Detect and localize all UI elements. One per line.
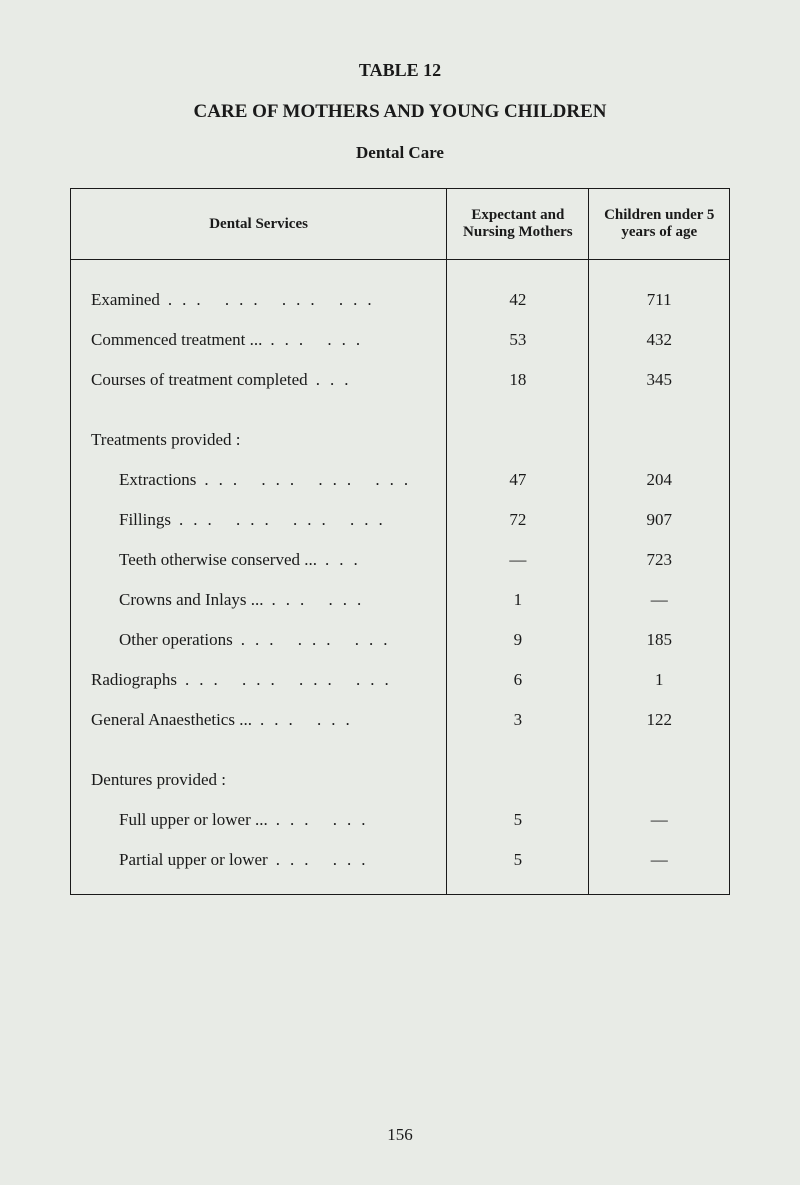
leader-dots: ... ...: [276, 850, 418, 870]
col-header-mothers: Expectant and Nursing Mothers: [447, 189, 589, 260]
children-cell: 907: [589, 500, 730, 540]
children-cell: 345: [589, 360, 730, 400]
section-row: Dentures provided :: [71, 760, 730, 800]
children-cell: 1: [589, 660, 730, 700]
leader-dots: ... ... ... ...: [179, 510, 418, 530]
children-cell: 711: [589, 280, 730, 320]
spacer: [71, 880, 730, 895]
children-cell: 185: [589, 620, 730, 660]
mothers-cell: 5: [447, 840, 589, 880]
service-cell: Crowns and Inlays ... ... ...: [71, 580, 447, 620]
service-cell: General Anaesthetics ... ... ...: [71, 700, 447, 740]
row-label: Radiographs: [91, 670, 177, 690]
main-title: CARE OF MOTHERS AND YOUNG CHILDREN: [70, 101, 730, 123]
row-label: Fillings: [119, 510, 171, 530]
children-cell: 723: [589, 540, 730, 580]
row-label: Courses of treatment completed: [91, 370, 308, 390]
leader-dots: ...: [316, 370, 418, 390]
table-row: Courses of treatment completed...18345: [71, 360, 730, 400]
mothers-cell: —: [447, 540, 589, 580]
leader-dots: ...: [325, 550, 418, 570]
table-number: TABLE 12: [70, 60, 730, 81]
dental-care-table: Dental Services Expectant and Nursing Mo…: [70, 188, 730, 895]
row-label: Teeth otherwise conserved ...: [119, 550, 317, 570]
leader-dots: ... ...: [260, 710, 418, 730]
table-row: Fillings ... ... ... ... 72907: [71, 500, 730, 540]
row-label: Extractions: [119, 470, 196, 490]
row-label: Full upper or lower ...: [119, 810, 268, 830]
table-row: Full upper or lower ... ... ... 5—: [71, 800, 730, 840]
mothers-cell: 6: [447, 660, 589, 700]
mothers-cell: 18: [447, 360, 589, 400]
spacer: [71, 400, 730, 420]
children-cell: 122: [589, 700, 730, 740]
leader-dots: ... ... ...: [241, 630, 418, 650]
children-cell: —: [589, 800, 730, 840]
mothers-cell: 9: [447, 620, 589, 660]
row-label: Crowns and Inlays ...: [119, 590, 263, 610]
service-cell: Fillings ... ... ... ...: [71, 500, 447, 540]
subtitle: Dental Care: [70, 143, 730, 163]
page-number: 156: [70, 1125, 730, 1145]
table-row: Other operations ... ... ... 9185: [71, 620, 730, 660]
mothers-cell: 1: [447, 580, 589, 620]
section-label: Dentures provided :: [71, 760, 447, 800]
leader-dots: ... ... ... ...: [185, 670, 418, 690]
row-label: Commenced treatment ...: [91, 330, 262, 350]
service-cell: Other operations ... ... ...: [71, 620, 447, 660]
children-cell: —: [589, 840, 730, 880]
section-row: Treatments provided :: [71, 420, 730, 460]
service-cell: Teeth otherwise conserved ......: [71, 540, 447, 580]
table-row: Radiographs ... ... ... ... 61: [71, 660, 730, 700]
children-cell: 204: [589, 460, 730, 500]
service-cell: Examined ... ... ... ...: [71, 280, 447, 320]
leader-dots: ... ...: [270, 330, 418, 350]
service-cell: Courses of treatment completed...: [71, 360, 447, 400]
service-cell: Extractions ... ... ... ...: [71, 460, 447, 500]
mothers-cell: 5: [447, 800, 589, 840]
children-cell: 432: [589, 320, 730, 360]
table-body: Examined... ... ... ...42711Commenced tr…: [71, 260, 730, 895]
service-cell: Radiographs ... ... ... ...: [71, 660, 447, 700]
table-row: Extractions ... ... ... ... 47204: [71, 460, 730, 500]
leader-dots: ... ...: [276, 810, 418, 830]
table-row: Commenced treatment ... ... ... 53432: [71, 320, 730, 360]
section-label: Treatments provided :: [71, 420, 447, 460]
table-row: Partial upper or lower ... ... 5—: [71, 840, 730, 880]
leader-dots: ... ... ... ...: [204, 470, 418, 490]
col-header-children: Children under 5 years of age: [589, 189, 730, 260]
col-header-services: Dental Services: [71, 189, 447, 260]
table-row: Crowns and Inlays ... ... ... 1—: [71, 580, 730, 620]
service-cell: Partial upper or lower ... ...: [71, 840, 447, 880]
row-label: General Anaesthetics ...: [91, 710, 252, 730]
mothers-cell: 3: [447, 700, 589, 740]
table-header-row: Dental Services Expectant and Nursing Mo…: [71, 189, 730, 260]
row-label: Other operations: [119, 630, 233, 650]
spacer: [71, 740, 730, 760]
children-cell: —: [589, 580, 730, 620]
spacer: [71, 260, 730, 281]
mothers-cell: 47: [447, 460, 589, 500]
mothers-cell: 53: [447, 320, 589, 360]
leader-dots: ... ...: [271, 590, 418, 610]
page-container: TABLE 12 CARE OF MOTHERS AND YOUNG CHILD…: [0, 0, 800, 1185]
service-cell: Commenced treatment ... ... ...: [71, 320, 447, 360]
table-row: Examined ... ... ... ... 42711: [71, 280, 730, 320]
row-label: Examined: [91, 290, 160, 310]
mothers-cell: 42: [447, 280, 589, 320]
table-row: General Anaesthetics ... ... ... 3122: [71, 700, 730, 740]
table-row: Teeth otherwise conserved ......—723: [71, 540, 730, 580]
leader-dots: ... ... ... ...: [168, 290, 418, 310]
row-label: Partial upper or lower: [119, 850, 268, 870]
mothers-cell: 72: [447, 500, 589, 540]
service-cell: Full upper or lower ... ... ...: [71, 800, 447, 840]
